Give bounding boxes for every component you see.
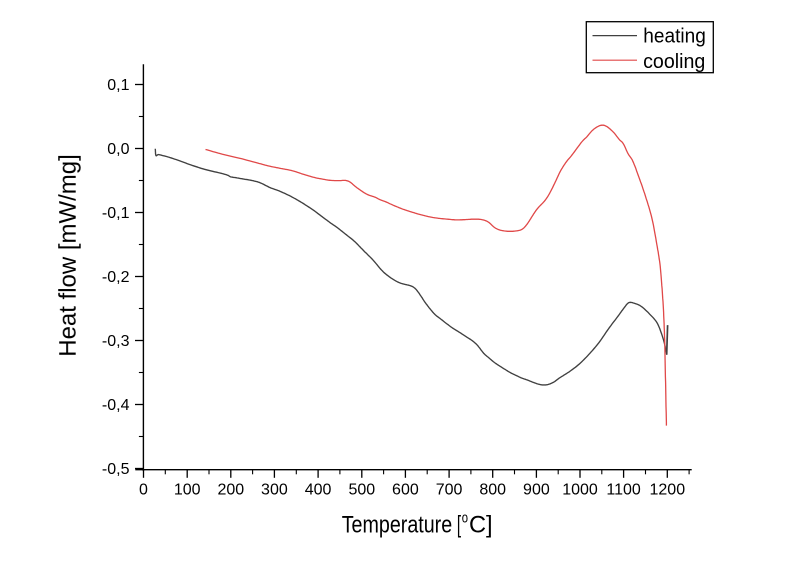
svg-text:900: 900 [523, 482, 550, 499]
svg-text:[: [ [457, 512, 461, 539]
svg-text:cooling: cooling [643, 51, 705, 73]
svg-text:800: 800 [479, 482, 506, 499]
svg-text:200: 200 [217, 482, 244, 499]
svg-text:Heat flow [mW/mg]: Heat flow [mW/mg] [55, 154, 82, 357]
svg-text:500: 500 [348, 482, 375, 499]
svg-text:400: 400 [305, 482, 332, 499]
svg-text:C]: C] [469, 512, 493, 539]
svg-text:1100: 1100 [606, 482, 641, 499]
svg-text:-0,1: -0,1 [102, 205, 130, 222]
svg-text:-0,3: -0,3 [102, 333, 130, 350]
svg-text:-0,4: -0,4 [102, 397, 130, 414]
svg-text:1000: 1000 [562, 482, 598, 499]
svg-text:o: o [462, 511, 468, 527]
svg-text:0,0: 0,0 [107, 141, 129, 158]
svg-text:-0,2: -0,2 [102, 269, 130, 286]
svg-text:100: 100 [174, 482, 201, 499]
svg-text:600: 600 [392, 482, 419, 499]
svg-text:heating: heating [643, 26, 706, 48]
svg-text:0: 0 [139, 482, 148, 499]
svg-text:1200: 1200 [650, 482, 686, 499]
svg-text:700: 700 [436, 482, 463, 499]
svg-text:0,1: 0,1 [107, 77, 129, 94]
svg-text:Temperature: Temperature [342, 512, 453, 539]
svg-text:300: 300 [261, 482, 288, 499]
svg-text:-0,5: -0,5 [102, 461, 130, 478]
